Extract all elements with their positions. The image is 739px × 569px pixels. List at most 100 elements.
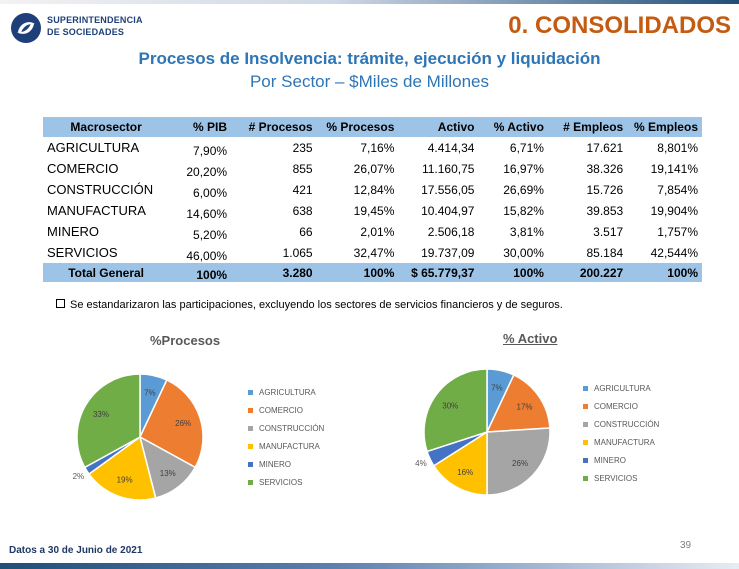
cell-pct-procesos: 7,16%	[360, 140, 395, 155]
pie-label-activo-2: 26%	[512, 459, 528, 468]
legend-item-procesos: MANUFACTURA	[248, 437, 324, 455]
table-row: COMERCIO 20,20% 855 26,07% 11.160,75 16,…	[43, 158, 702, 179]
cell-pct-empleos: 42,544%	[650, 245, 698, 260]
cell-num-empleos: 15.726	[586, 182, 624, 197]
pie-chart-procesos: 7% 26% 13% 19% 2% 33%	[73, 373, 204, 501]
pie-slice-activo-5	[423, 368, 488, 453]
legend-item-procesos: AGRICULTURA	[248, 383, 324, 401]
header-macrosector: Macrosector	[43, 117, 170, 137]
legend-swatch	[583, 385, 588, 391]
total-pib: 100%	[169, 263, 232, 282]
chart-title-procesos: %Procesos	[150, 333, 221, 348]
section-title: 0. CONSOLIDADOS	[508, 12, 731, 39]
cell-pct-activo: 6,71%	[509, 140, 544, 155]
table-row: AGRICULTURA 7,90% 235 7,16% 4.414,34 6,7…	[43, 137, 702, 158]
table-header-row: Macrosector % PIB # Procesos % Procesos …	[43, 117, 702, 137]
pie-slice-activo-2	[486, 427, 551, 496]
legend-swatch	[248, 461, 253, 467]
legend-label: CONSTRUCCIÓN	[259, 423, 325, 433]
pie-slice-procesos-5	[76, 373, 141, 469]
pie-label-procesos-2: 13%	[160, 469, 176, 478]
legend-item-procesos: COMERCIO	[248, 401, 324, 419]
pie-slice-activo-3	[432, 430, 488, 496]
cell-pib: 46,00%	[186, 249, 228, 263]
legend-item-activo: MINERO	[583, 451, 659, 469]
cell-pct-activo: 15,82%	[503, 203, 544, 218]
pie-label-activo-3: 16%	[457, 468, 473, 477]
cell-pct-procesos: 32,47%	[353, 245, 395, 260]
cell-num-procesos: 855	[292, 161, 313, 176]
legend-swatch	[248, 425, 253, 431]
legend-item-activo: MANUFACTURA	[583, 433, 659, 451]
legend-label: SERVICIOS	[259, 477, 303, 487]
table-row: MINERO 5,20% 66 2,01% 2.506,18 3,81% 3.5…	[43, 221, 702, 242]
legend-item-activo: SERVICIOS	[583, 469, 659, 487]
brand-name: SUPERINTENDENCIA DE SOCIEDADES	[47, 14, 143, 38]
cell-activo: 11.160,75	[421, 161, 475, 176]
cell-pct-procesos: 2,01%	[360, 224, 395, 239]
brand-line-2: DE SOCIEDADES	[47, 27, 125, 37]
legend-swatch	[583, 457, 588, 463]
cell-num-empleos: 3.517	[593, 224, 624, 239]
header-activo: Activo	[398, 117, 479, 137]
cell-pib: 14,60%	[186, 207, 228, 221]
cell-num-empleos: 39.853	[586, 203, 624, 218]
pie-chart-activo: 7% 17% 26% 16% 4% 30%	[415, 368, 551, 496]
cell-pct-empleos: 19,141%	[650, 161, 698, 176]
cell-num-procesos: 421	[292, 182, 313, 197]
pie-label-activo-4: 4%	[415, 459, 427, 468]
legend-label: MINERO	[259, 459, 291, 469]
cell-pct-activo: 30,00%	[503, 245, 544, 260]
footer-date: Datos a 30 de Junio de 2021	[9, 545, 143, 556]
cell-sector: MANUFACTURA	[47, 203, 146, 218]
page-number: 39	[680, 540, 692, 551]
cell-activo: 10.404,97	[421, 203, 475, 218]
header-pct-activo: % Activo	[478, 117, 548, 137]
legend-label: SERVICIOS	[594, 473, 638, 483]
legend-item-procesos: SERVICIOS	[248, 473, 324, 491]
cell-pib: 6,00%	[193, 186, 228, 200]
total-pct-procesos: 100%	[316, 263, 399, 282]
cell-pib: 5,20%	[193, 228, 228, 242]
legend-label: MANUFACTURA	[594, 437, 655, 447]
pie-label-procesos-5: 33%	[93, 410, 109, 419]
cell-num-empleos: 17.621	[586, 140, 624, 155]
legend-label: MINERO	[594, 455, 626, 465]
pie-label-procesos-0: 7%	[144, 389, 156, 398]
legend-item-activo: AGRICULTURA	[583, 379, 659, 397]
table-row: MANUFACTURA 14,60% 638 19,45% 10.404,97 …	[43, 200, 702, 221]
bottom-accent-bar	[0, 563, 739, 569]
pie-label-activo-5: 30%	[442, 401, 458, 410]
cell-pct-activo: 26,69%	[503, 182, 544, 197]
cell-activo: 17.556,05	[421, 182, 475, 197]
legend-item-procesos: CONSTRUCCIÓN	[248, 419, 324, 437]
legend-swatch	[248, 479, 253, 485]
header-num-procesos: # Procesos	[231, 117, 317, 137]
cell-num-empleos: 38.326	[586, 161, 624, 176]
legend-item-procesos: MINERO	[248, 455, 324, 473]
cell-num-procesos: 66	[299, 224, 313, 239]
total-label: Total General	[43, 263, 170, 282]
pie-slice-procesos-3	[87, 435, 157, 501]
cell-num-empleos: 85.184	[586, 245, 624, 260]
header-pct-empleos: % Empleos	[627, 117, 702, 137]
legend-item-activo: CONSTRUCCIÓN	[583, 415, 659, 433]
cell-sector: AGRICULTURA	[47, 140, 140, 155]
top-accent-bar	[0, 0, 739, 4]
cell-pib: 7,90%	[193, 144, 228, 158]
cell-sector: MINERO	[47, 224, 99, 239]
legend-swatch	[583, 475, 588, 481]
cell-activo: 2.506,18	[427, 224, 475, 239]
checkbox-bullet-icon	[56, 299, 65, 308]
header-pib: % PIB	[169, 117, 232, 137]
pie-label-procesos-3: 19%	[117, 476, 133, 485]
total-num-empleos: 200.227	[547, 263, 628, 282]
legend-swatch	[583, 403, 588, 409]
brand-line-1: SUPERINTENDENCIA	[47, 15, 143, 25]
cell-pct-empleos: 19,904%	[650, 203, 698, 218]
cell-pct-activo: 3,81%	[509, 224, 544, 239]
cell-sector: COMERCIO	[47, 161, 119, 176]
total-activo: $ 65.779,37	[398, 263, 479, 282]
cell-pct-procesos: 12,84%	[353, 182, 395, 197]
pie-label-procesos-1: 26%	[175, 419, 191, 428]
